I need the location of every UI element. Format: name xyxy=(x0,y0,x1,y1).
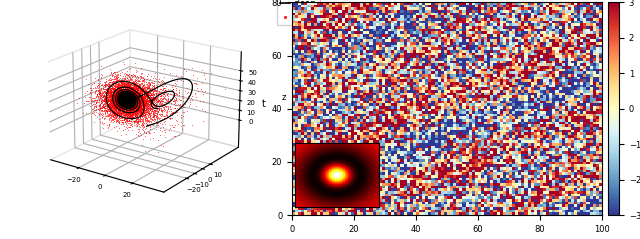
Legend: clean, noisy: clean, noisy xyxy=(277,0,319,25)
Y-axis label: t: t xyxy=(261,99,266,109)
